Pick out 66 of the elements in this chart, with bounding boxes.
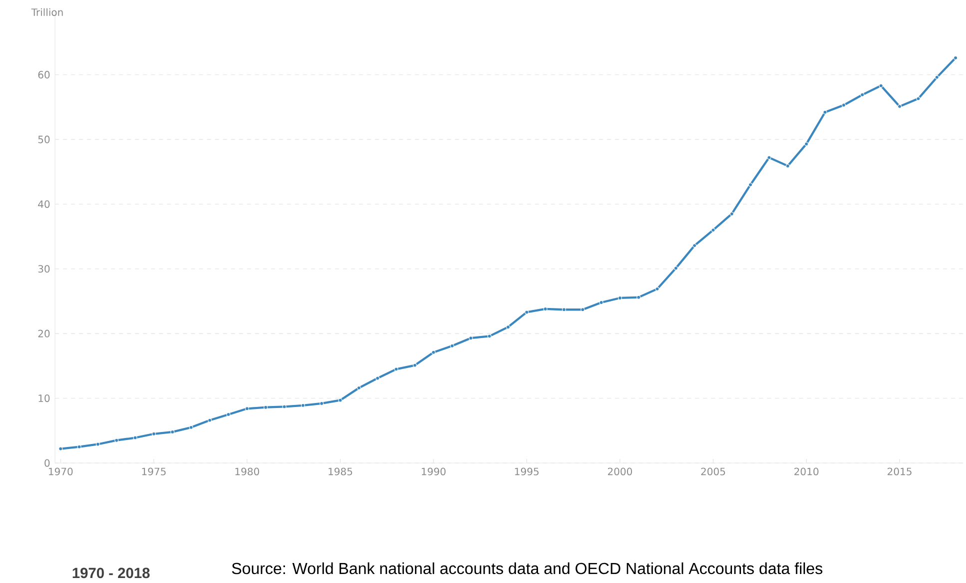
point: [264, 405, 268, 410]
point: [133, 436, 138, 440]
point: [655, 286, 660, 291]
point: [394, 367, 398, 372]
point: [376, 376, 380, 380]
y-tick-label: 40: [38, 200, 50, 208]
point: [748, 182, 752, 187]
y-tick-label: 30: [38, 265, 50, 273]
point: [767, 156, 772, 160]
point: [730, 212, 734, 216]
point: [226, 412, 230, 416]
x-tick-label: 1990: [422, 468, 446, 476]
point: [96, 442, 100, 446]
y-tick-label: 20: [38, 330, 50, 338]
x-tick-label: 2005: [701, 468, 726, 476]
point: [506, 325, 510, 330]
point: [356, 386, 361, 390]
point: [674, 266, 678, 270]
point: [898, 104, 902, 108]
point: [282, 404, 286, 409]
x-tick-label: 1975: [142, 468, 166, 476]
x-tick-label: 1995: [515, 468, 539, 476]
point: [934, 75, 939, 80]
x-tick-label: 1970: [48, 468, 73, 476]
point: [58, 446, 63, 451]
point: [245, 406, 250, 411]
y-tick-label: 50: [38, 136, 50, 144]
y-tick-label: 60: [38, 70, 50, 79]
point: [562, 308, 566, 312]
source-note: Source: World Bank national accounts data and OECD National Accounts data files: [232, 562, 822, 574]
point: [636, 295, 641, 300]
point: [412, 363, 417, 368]
point: [77, 444, 82, 449]
point: [189, 425, 194, 430]
point: [468, 336, 473, 340]
point: [711, 228, 716, 232]
point: [487, 334, 492, 338]
point: [692, 244, 697, 248]
point: [618, 296, 622, 300]
point: [786, 164, 790, 168]
point: [878, 84, 883, 88]
point: [208, 418, 212, 422]
point: [320, 401, 324, 406]
y-axis-title: Trillion: [31, 8, 63, 16]
y-tick-label: 0: [44, 459, 50, 467]
x-tick-label: 1980: [235, 468, 260, 476]
point: [338, 398, 342, 402]
point: [431, 350, 436, 354]
point: [860, 92, 864, 97]
y-tick-label: 10: [38, 394, 50, 402]
point: [543, 306, 548, 311]
point: [842, 103, 846, 108]
point: [114, 438, 119, 442]
point: [524, 310, 529, 314]
point: [152, 432, 156, 436]
point: [916, 96, 920, 101]
point: [804, 142, 808, 146]
point: [580, 308, 585, 312]
text: 1970 - 2018: [72, 568, 150, 578]
x-tick-label: 1985: [328, 468, 352, 476]
x-tick-label: 2000: [608, 468, 632, 476]
x-tick-label: 2010: [794, 468, 818, 476]
x-tick-label: 2015: [888, 468, 912, 476]
point: [450, 344, 454, 348]
point: [599, 300, 604, 305]
point: [823, 110, 828, 114]
